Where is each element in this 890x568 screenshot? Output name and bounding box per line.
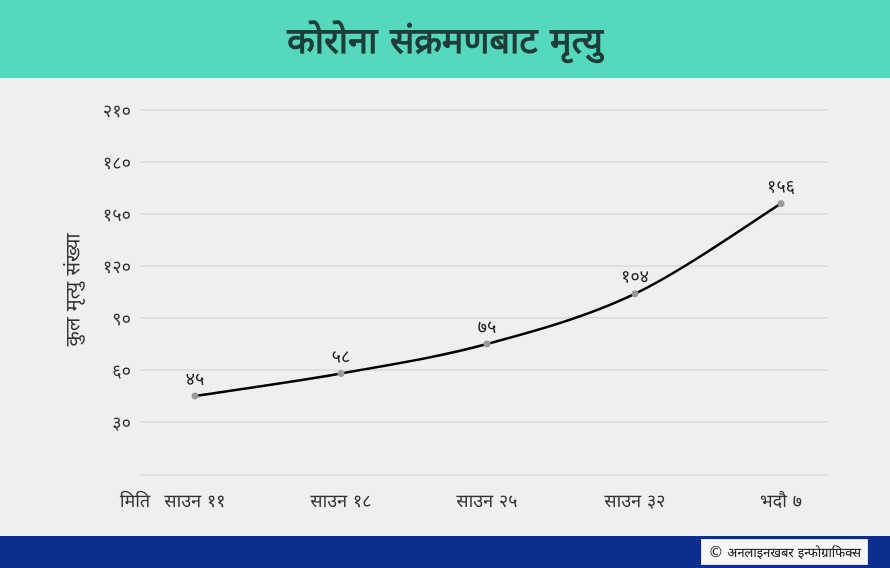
data-point (337, 369, 345, 377)
data-label: ५८ (332, 346, 351, 367)
y-tick-label: १५० (103, 205, 131, 226)
data-point (777, 200, 785, 208)
y-tick-label: ६० (112, 361, 131, 382)
y-tick-label: १२० (103, 257, 131, 278)
x-tick-label: साउन ३२ (604, 491, 665, 512)
credit-badge: © अनलाइनखबर इन्फोग्राफिक्स (701, 539, 868, 565)
plot-background (0, 78, 890, 536)
line-chart: ३० ६० ९० १२० १५० १८० २१० मिति साउन ११ साउन १८ साउन… (103, 101, 828, 512)
x-tick-label: साउन १८ (310, 491, 371, 512)
y-tick-label: १८० (103, 153, 131, 174)
x-tick-label: साउन २५ (456, 491, 517, 512)
series-line (194, 202, 782, 398)
x-tick-label: साउन ११ (164, 491, 225, 512)
data-label: १०४ (621, 267, 649, 288)
data-label: १५६ (767, 177, 795, 198)
data-label: ७५ (478, 317, 497, 338)
data-point (191, 392, 199, 400)
chart-title: कोरोना संक्रमणबाट मृत्यु (287, 20, 603, 62)
data-point (483, 340, 491, 348)
y-axis-title: कुल मृत्यु संख्या (60, 233, 85, 347)
data-label: ४५ (186, 369, 205, 390)
x-tick-label: भदौ ७ (760, 490, 802, 512)
x-axis-title: मिति (120, 490, 151, 512)
header-banner: कोरोना संक्रमणबाट मृत्यु (0, 0, 890, 78)
y-tick-label: ९० (112, 309, 131, 330)
y-tick-label: २१० (103, 101, 131, 122)
y-tick-label: ३० (112, 413, 131, 434)
data-point (631, 290, 639, 298)
credit-text: अनलाइनखबर इन्फोग्राफिक्स (727, 546, 861, 561)
copyright-icon: © (708, 543, 724, 561)
